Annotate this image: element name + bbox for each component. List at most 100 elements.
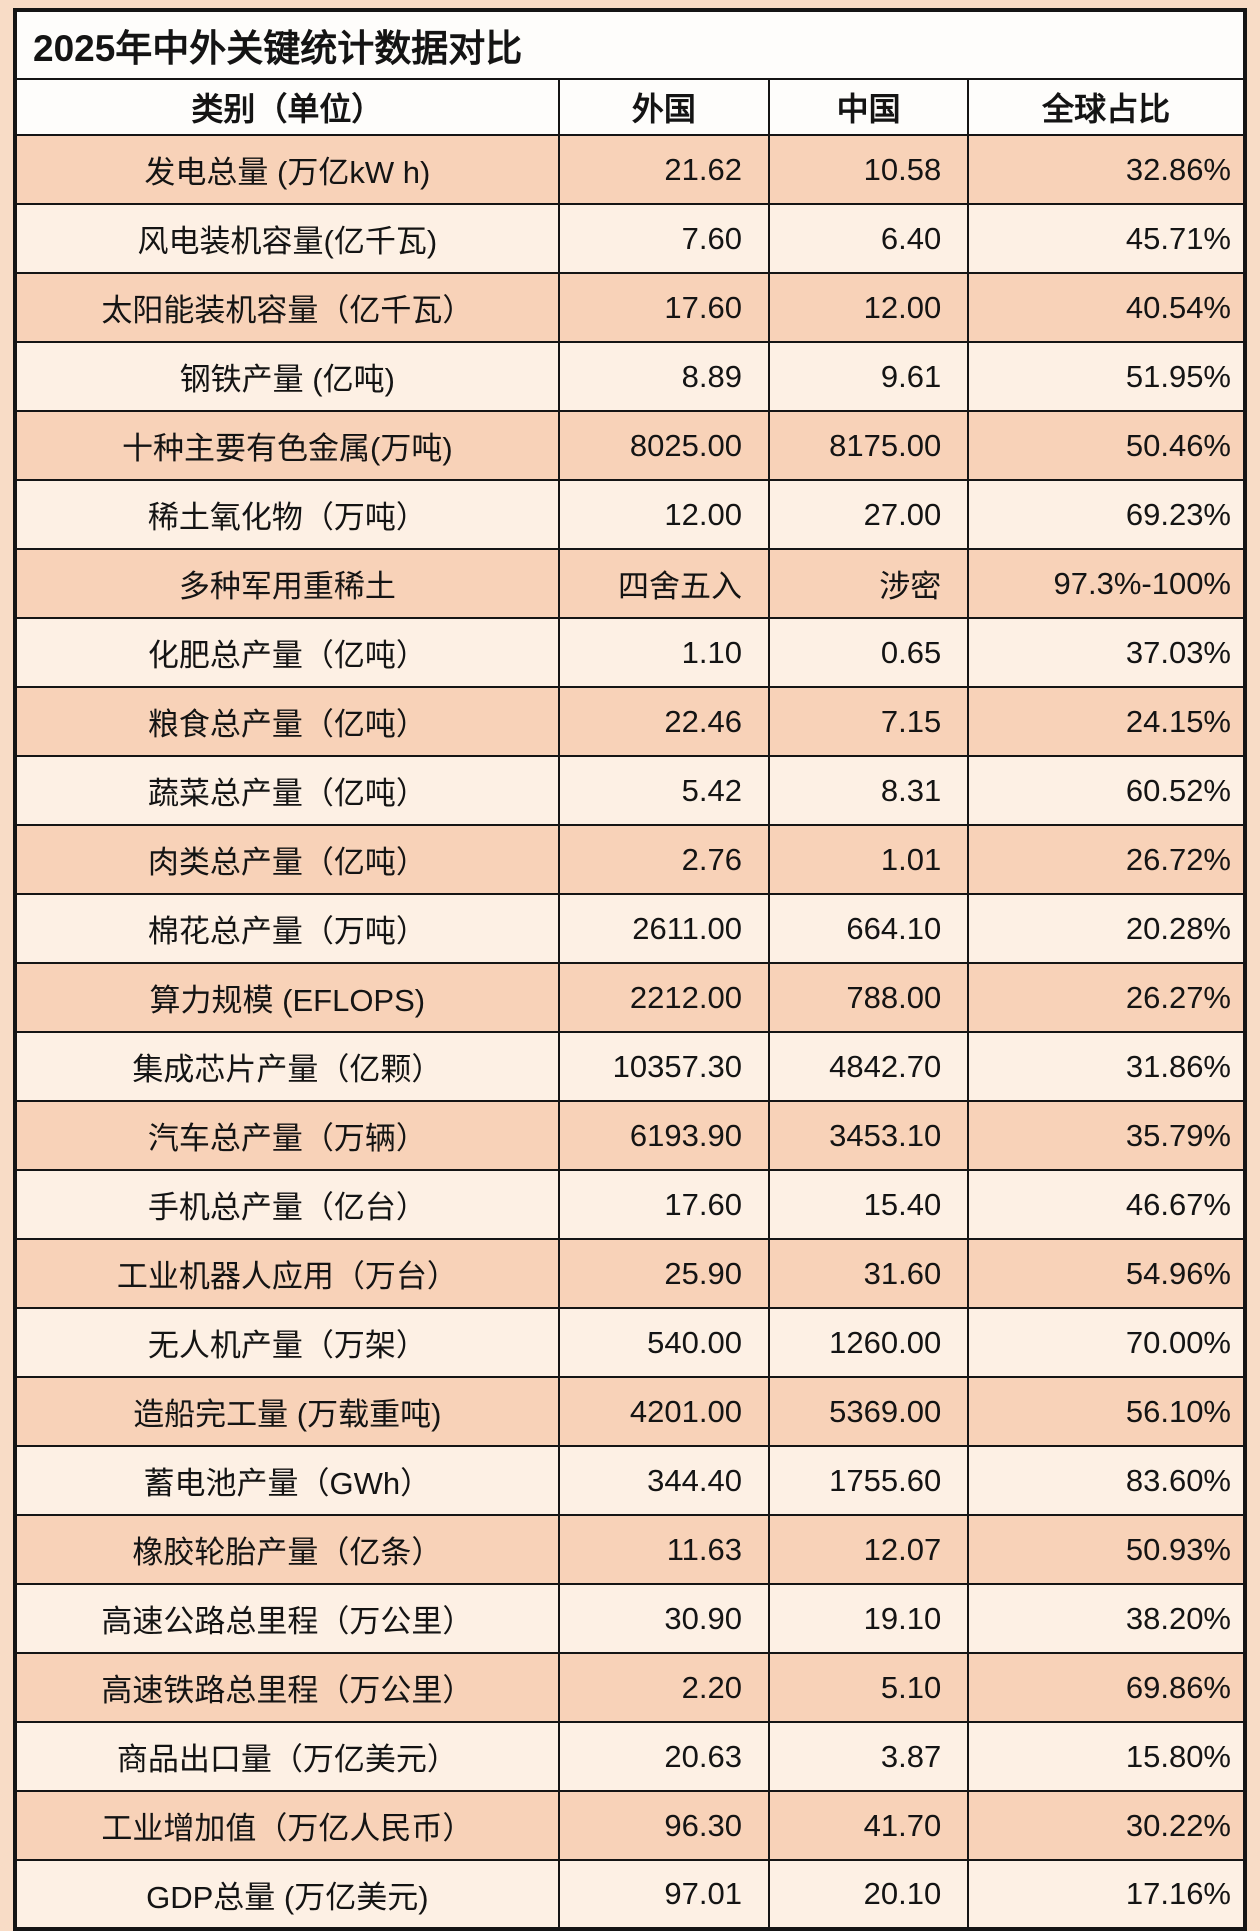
- cell-china: 19.10: [767, 1583, 970, 1654]
- cell-global-share: 51.95%: [967, 341, 1246, 412]
- cell-china: 27.00: [767, 479, 970, 550]
- cell-foreign: 11.63: [557, 1514, 770, 1585]
- header-china: 中国: [767, 78, 970, 136]
- cell-global-share: 24.15%: [967, 686, 1246, 757]
- cell-china: 0.65: [767, 617, 970, 688]
- cell-category: 工业机器人应用（万台）: [14, 1238, 560, 1309]
- cell-foreign: 21.62: [557, 134, 770, 205]
- cell-global-share: 50.46%: [967, 410, 1246, 481]
- cell-global-share: 40.54%: [967, 272, 1246, 343]
- cell-global-share: 20.28%: [967, 893, 1246, 964]
- table-row: 商品出口量（万亿美元） 20.63 3.87 15.80%: [14, 1721, 1246, 1792]
- cell-global-share: 46.67%: [967, 1169, 1246, 1240]
- cell-global-share: 70.00%: [967, 1307, 1246, 1378]
- cell-global-share: 60.52%: [967, 755, 1246, 826]
- cell-china: 1260.00: [767, 1307, 970, 1378]
- cell-category: 十种主要有色金属(万吨): [14, 410, 560, 481]
- cell-category: 化肥总产量（亿吨）: [14, 617, 560, 688]
- cell-global-share: 69.23%: [967, 479, 1246, 550]
- table-body: 发电总量 (万亿kW h) 21.62 10.58 32.86% 风电装机容量(亿千瓦)…: [14, 134, 1246, 1930]
- cell-china: 涉密: [767, 548, 970, 619]
- header-global-share: 全球占比: [967, 78, 1246, 136]
- cell-category: 高速公路总里程（万公里）: [14, 1583, 560, 1654]
- cell-foreign: 7.60: [557, 203, 770, 274]
- header-category: 类别（单位）: [14, 78, 560, 136]
- title-row: 2025年中外关键统计数据对比: [14, 9, 1246, 80]
- page-title: 2025年中外关键统计数据对比: [14, 9, 1246, 80]
- cell-china: 6.40: [767, 203, 970, 274]
- cell-china: 7.15: [767, 686, 970, 757]
- table-row: 算力规模 (EFLOPS) 2212.00 788.00 26.27%: [14, 962, 1246, 1033]
- table-row: 手机总产量（亿台） 17.60 15.40 46.67%: [14, 1169, 1246, 1240]
- cell-foreign: 30.90: [557, 1583, 770, 1654]
- cell-global-share: 30.22%: [967, 1790, 1246, 1861]
- cell-china: 8.31: [767, 755, 970, 826]
- cell-china: 41.70: [767, 1790, 970, 1861]
- table-row: 发电总量 (万亿kW h) 21.62 10.58 32.86%: [14, 134, 1246, 205]
- cell-category: 发电总量 (万亿kW h): [14, 134, 560, 205]
- cell-foreign: 2.20: [557, 1652, 770, 1723]
- cell-foreign: 20.63: [557, 1721, 770, 1792]
- cell-china: 31.60: [767, 1238, 970, 1309]
- table-row: 橡胶轮胎产量（亿条） 11.63 12.07 50.93%: [14, 1514, 1246, 1585]
- cell-china: 664.10: [767, 893, 970, 964]
- table-row: 稀土氧化物（万吨） 12.00 27.00 69.23%: [14, 479, 1246, 550]
- table-row: 多种军用重稀土 四舍五入 涉密 97.3%-100%: [14, 548, 1246, 619]
- cell-global-share: 15.80%: [967, 1721, 1246, 1792]
- cell-category: 多种军用重稀土: [14, 548, 560, 619]
- cell-global-share: 54.96%: [967, 1238, 1246, 1309]
- cell-category: 工业增加值（万亿人民币）: [14, 1790, 560, 1861]
- cell-china: 788.00: [767, 962, 970, 1033]
- cell-china: 4842.70: [767, 1031, 970, 1102]
- cell-category: 棉花总产量（万吨）: [14, 893, 560, 964]
- cell-global-share: 97.3%-100%: [967, 548, 1246, 619]
- cell-global-share: 26.72%: [967, 824, 1246, 895]
- table-row: 太阳能装机容量（亿千瓦） 17.60 12.00 40.54%: [14, 272, 1246, 343]
- cell-foreign: 4201.00: [557, 1376, 770, 1447]
- header-row: 类别（单位） 外国 中国 全球占比: [14, 78, 1246, 136]
- cell-foreign: 2611.00: [557, 893, 770, 964]
- cell-china: 9.61: [767, 341, 970, 412]
- cell-foreign: 5.42: [557, 755, 770, 826]
- cell-global-share: 56.10%: [967, 1376, 1246, 1447]
- cell-foreign: 540.00: [557, 1307, 770, 1378]
- cell-global-share: 69.86%: [967, 1652, 1246, 1723]
- cell-category: 蔬菜总产量（亿吨）: [14, 755, 560, 826]
- cell-category: 蓄电池产量（GWh）: [14, 1445, 560, 1516]
- table-row: 蓄电池产量（GWh） 344.40 1755.60 83.60%: [14, 1445, 1246, 1516]
- cell-china: 10.58: [767, 134, 970, 205]
- cell-category: 太阳能装机容量（亿千瓦）: [14, 272, 560, 343]
- cell-foreign: 17.60: [557, 1169, 770, 1240]
- cell-global-share: 35.79%: [967, 1100, 1246, 1171]
- table-row: 造船完工量 (万载重吨) 4201.00 5369.00 56.10%: [14, 1376, 1246, 1447]
- cell-category: 算力规模 (EFLOPS): [14, 962, 560, 1033]
- table-row: 工业机器人应用（万台） 25.90 31.60 54.96%: [14, 1238, 1246, 1309]
- cell-foreign: 96.30: [557, 1790, 770, 1861]
- cell-foreign: 8025.00: [557, 410, 770, 481]
- cell-category: 稀土氧化物（万吨）: [14, 479, 560, 550]
- cell-china: 20.10: [767, 1859, 970, 1930]
- cell-china: 8175.00: [767, 410, 970, 481]
- cell-foreign: 25.90: [557, 1238, 770, 1309]
- table-row: GDP总量 (万亿美元) 97.01 20.10 17.16%: [14, 1859, 1246, 1930]
- stats-table: 2025年中外关键统计数据对比 类别（单位） 外国 中国 全球占比 发电总量 (…: [13, 8, 1247, 1931]
- cell-global-share: 17.16%: [967, 1859, 1246, 1930]
- table-row: 化肥总产量（亿吨） 1.10 0.65 37.03%: [14, 617, 1246, 688]
- cell-global-share: 38.20%: [967, 1583, 1246, 1654]
- table-row: 肉类总产量（亿吨） 2.76 1.01 26.72%: [14, 824, 1246, 895]
- cell-category: 橡胶轮胎产量（亿条）: [14, 1514, 560, 1585]
- cell-global-share: 83.60%: [967, 1445, 1246, 1516]
- table-row: 蔬菜总产量（亿吨） 5.42 8.31 60.52%: [14, 755, 1246, 826]
- cell-china: 3453.10: [767, 1100, 970, 1171]
- cell-foreign: 344.40: [557, 1445, 770, 1516]
- cell-foreign: 17.60: [557, 272, 770, 343]
- cell-category: GDP总量 (万亿美元): [14, 1859, 560, 1930]
- cell-category: 高速铁路总里程（万公里）: [14, 1652, 560, 1723]
- table-row: 汽车总产量（万辆） 6193.90 3453.10 35.79%: [14, 1100, 1246, 1171]
- cell-china: 1.01: [767, 824, 970, 895]
- table-row: 集成芯片产量（亿颗） 10357.30 4842.70 31.86%: [14, 1031, 1246, 1102]
- table-row: 高速公路总里程（万公里） 30.90 19.10 38.20%: [14, 1583, 1246, 1654]
- cell-foreign: 2.76: [557, 824, 770, 895]
- cell-category: 肉类总产量（亿吨）: [14, 824, 560, 895]
- cell-foreign: 四舍五入: [557, 548, 770, 619]
